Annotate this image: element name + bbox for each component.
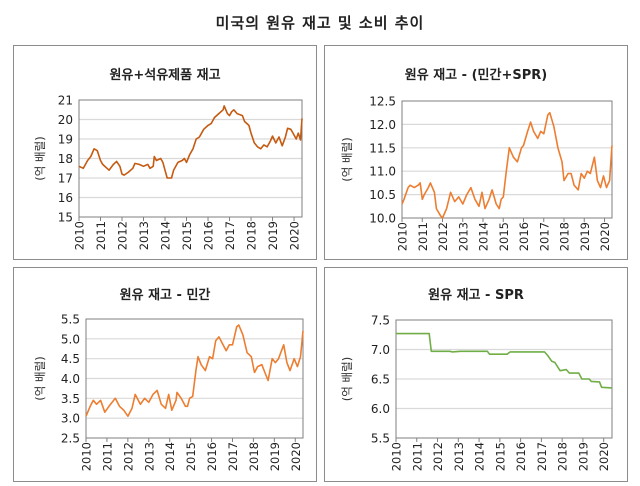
x-tick-label: 2013 <box>137 221 151 250</box>
series-line <box>85 324 304 418</box>
x-tick-label: 2018 <box>556 442 570 471</box>
x-tick-label: 2010 <box>396 222 410 251</box>
y-tick-label: 18 <box>58 152 73 166</box>
y-tick-label: 21 <box>58 94 73 108</box>
series-line <box>396 332 613 389</box>
series-line <box>78 105 303 179</box>
x-tick-label: 2020 <box>597 442 611 471</box>
x-tick-label: 2016 <box>205 442 219 471</box>
chart-title: 원유 재고 - (민간+SPR) <box>404 68 548 83</box>
plot-area <box>401 100 613 219</box>
x-tick-label: 2010 <box>80 442 94 471</box>
x-tick-label: 2012 <box>436 222 450 251</box>
y-tick-label: 12.5 <box>369 95 396 109</box>
x-tick-label: 2011 <box>410 442 424 471</box>
y-tick-label: 12.0 <box>369 118 396 132</box>
x-tick-label: 2018 <box>558 222 572 251</box>
x-tick-label: 2015 <box>493 442 507 471</box>
x-tick-label: 2012 <box>121 442 135 471</box>
y-tick-label: 6.5 <box>371 373 390 387</box>
y-axis-label: (억 배럴) <box>33 356 47 400</box>
x-tick-label: 2013 <box>452 442 466 471</box>
x-tick-label: 2015 <box>184 442 198 471</box>
x-tick-label: 2014 <box>477 222 491 251</box>
y-tick-label: 17 <box>58 172 73 186</box>
x-tick-label: 2018 <box>247 442 261 471</box>
plot-area <box>85 318 304 439</box>
x-tick-label: 2019 <box>266 221 280 250</box>
y-tick-label: 16 <box>58 191 73 205</box>
x-tick-label: 2011 <box>94 221 108 250</box>
x-tick-label: 2017 <box>535 442 549 471</box>
chart-panel-crude-spr: 원유 재고 - SPR <box>324 267 628 482</box>
x-tick-label: 2018 <box>245 221 259 250</box>
x-tick-label: 2010 <box>73 221 87 250</box>
main-title: 미국의 원유 재고 및 소비 추이 <box>215 14 425 32</box>
y-tick-label: 4.5 <box>61 352 80 366</box>
series-line <box>401 111 613 219</box>
y-tick-label: 5.5 <box>371 432 390 446</box>
x-tick-label: 2020 <box>289 442 303 471</box>
x-tick-label: 2016 <box>517 222 531 251</box>
y-tick-label: 19 <box>58 133 73 147</box>
x-tick-label: 2015 <box>497 222 511 251</box>
x-tick-label: 2019 <box>576 442 590 471</box>
x-tick-label: 2011 <box>100 442 114 471</box>
y-tick-label: 4.0 <box>61 372 80 386</box>
plot-area <box>395 319 613 439</box>
chart-panel-total-stocks: 원유+석유제품 재고 <box>13 45 317 260</box>
x-tick-label: 2020 <box>598 222 612 251</box>
y-tick-label: 7.0 <box>371 343 390 357</box>
x-tick-label: 2019 <box>578 222 592 251</box>
x-tick-label: 2017 <box>226 442 240 471</box>
x-tick-label: 2014 <box>159 221 173 250</box>
x-tick-label: 2020 <box>288 221 302 250</box>
y-tick-label: 10.5 <box>369 188 396 202</box>
x-tick-label: 2014 <box>473 442 487 471</box>
y-tick-label: 20 <box>58 113 73 127</box>
x-tick-label: 2015 <box>180 221 194 250</box>
y-axis-label: (억 배럴) <box>340 137 354 181</box>
chart-panel-crude-total: 원유 재고 - (민간+SPR) <box>324 45 628 260</box>
x-tick-label: 2016 <box>514 442 528 471</box>
chart-title: 원유+석유제품 재고 <box>109 68 221 83</box>
y-axis-label: (억 배럴) <box>33 136 47 180</box>
x-tick-label: 2012 <box>431 442 445 471</box>
x-tick-label: 2017 <box>537 222 551 251</box>
y-tick-label: 3.0 <box>61 412 80 426</box>
x-tick-label: 2013 <box>456 222 470 251</box>
y-tick-label: 15 <box>58 211 73 225</box>
plot-area <box>78 99 303 218</box>
y-tick-label: 5.0 <box>61 332 80 346</box>
x-tick-label: 2012 <box>116 221 130 250</box>
x-tick-label: 2014 <box>163 442 177 471</box>
y-tick-label: 6.0 <box>371 402 390 416</box>
y-tick-label: 11.5 <box>369 141 396 155</box>
x-tick-label: 2016 <box>202 221 216 250</box>
x-tick-label: 2017 <box>223 221 237 250</box>
x-tick-label: 2010 <box>390 442 404 471</box>
y-axis-label: (억 배럴) <box>340 357 354 401</box>
x-tick-label: 2011 <box>416 222 430 251</box>
chart-title: 원유 재고 - 민간 <box>119 288 211 303</box>
x-tick-label: 2019 <box>268 442 282 471</box>
y-tick-label: 10.0 <box>369 212 396 226</box>
y-tick-label: 5.5 <box>61 313 80 327</box>
y-tick-label: 11.0 <box>369 165 396 179</box>
y-tick-label: 3.5 <box>61 392 80 406</box>
chart-title: 원유 재고 - SPR <box>428 288 524 303</box>
x-tick-label: 2013 <box>142 442 156 471</box>
y-tick-label: 7.5 <box>371 314 390 328</box>
y-tick-label: 2.5 <box>61 432 80 446</box>
